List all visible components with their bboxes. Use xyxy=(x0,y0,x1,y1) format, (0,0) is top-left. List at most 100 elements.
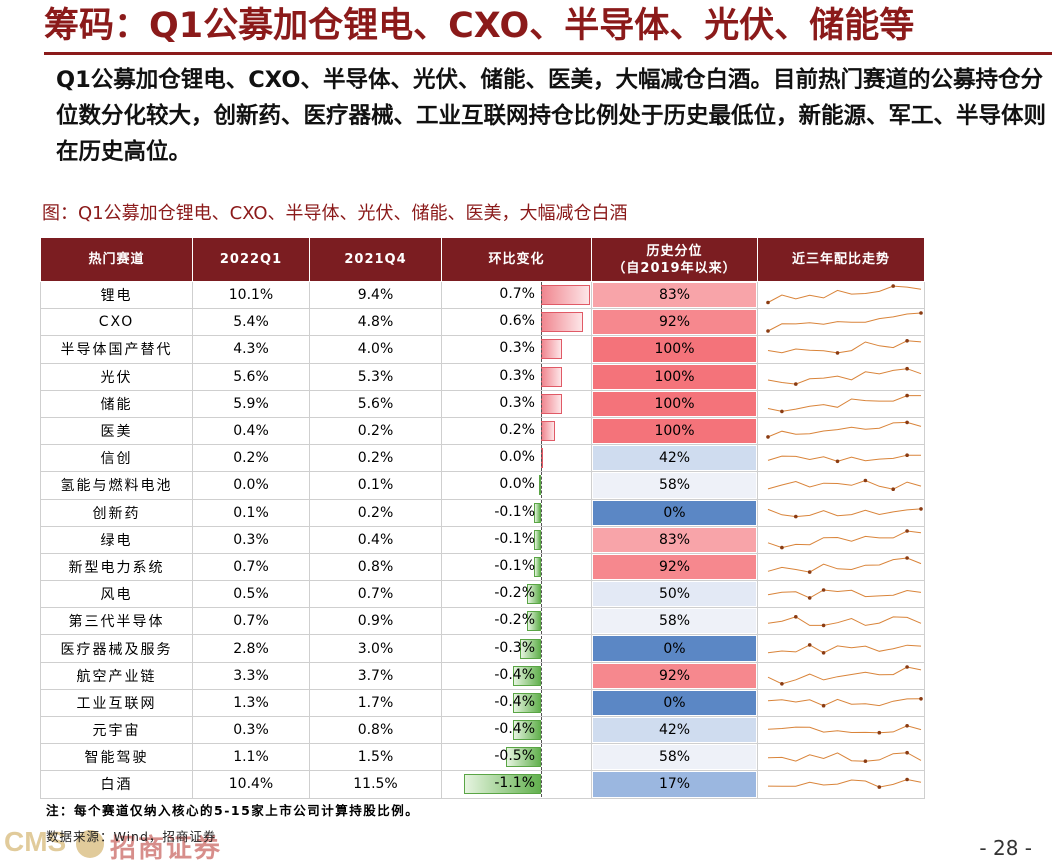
trend-sparkline xyxy=(757,389,925,418)
sparkline-marker xyxy=(905,664,909,669)
sparkline-line xyxy=(767,752,922,762)
percentile-cell: 92% xyxy=(591,552,758,582)
sparkline-marker xyxy=(877,785,882,790)
sparkline-marker xyxy=(877,730,882,735)
sparkline-marker xyxy=(794,514,798,518)
change-bar xyxy=(534,556,541,577)
holding-2021q4: 0.2% xyxy=(309,416,442,446)
percentile-cell: 100% xyxy=(591,335,758,364)
sector-name: 智能驾驶 xyxy=(40,743,193,772)
sparkline-chart xyxy=(767,506,923,518)
sector-name: 医美 xyxy=(40,416,193,446)
change-axis xyxy=(541,662,542,689)
holding-2022q1: 0.7% xyxy=(192,607,310,636)
sparkline-chart xyxy=(766,311,923,334)
logo-name: 招商证券 xyxy=(110,834,223,864)
data-source: 数据来源：Wind，招商证券 xyxy=(46,829,217,844)
sparkline-chart xyxy=(767,366,922,386)
sparkline-chart xyxy=(767,556,922,574)
percentile-value: 83% xyxy=(593,283,756,308)
title-divider xyxy=(44,52,1052,55)
holding-2021q4: 3.0% xyxy=(309,634,442,663)
change-value: 0.0% xyxy=(499,476,535,493)
sparkline-chart xyxy=(767,588,922,600)
holding-2022q1: 1.1% xyxy=(192,743,310,772)
change-axis xyxy=(541,309,542,336)
change-axis xyxy=(541,526,542,553)
sparkline-line xyxy=(767,698,922,707)
sparkline-marker xyxy=(905,556,909,560)
percentile-cell: 0% xyxy=(591,498,758,527)
table-row: 医美 0.4% 0.2% 0.2% 100% xyxy=(40,416,925,446)
sparkline-line xyxy=(767,285,922,304)
holding-2021q4: 0.2% xyxy=(309,444,442,473)
trend-sparkline xyxy=(757,362,925,391)
change-bar xyxy=(506,747,541,768)
table-body: 锂电 10.1% 9.4% 0.7% 83% CXO 5.4% 4.8% 0.6% 92% 半导体国… xyxy=(40,280,925,799)
holding-2022q1: 5.9% xyxy=(192,389,310,418)
change-axis xyxy=(541,689,542,716)
percentile-cell: 42% xyxy=(591,444,758,473)
header-percentile-title: 历史分位 xyxy=(646,243,703,259)
trend-sparkline xyxy=(757,308,925,337)
sparkline-line xyxy=(767,340,922,354)
table-row: 半导体国产替代 4.3% 4.0% 0.3% 100% xyxy=(40,335,925,364)
trend-sparkline xyxy=(757,416,925,446)
sparkline-marker xyxy=(891,487,895,492)
sector-name: 创新药 xyxy=(40,498,193,527)
holding-2021q4: 0.7% xyxy=(309,580,442,609)
change-bar xyxy=(520,638,541,659)
trend-sparkline xyxy=(757,661,925,690)
percentile-value: 58% xyxy=(593,609,756,634)
sparkline-marker xyxy=(807,596,812,600)
logo-emblem-icon xyxy=(76,830,104,858)
holding-2021q4: 0.2% xyxy=(309,498,442,527)
sparkline-chart xyxy=(767,479,922,492)
holding-2021q4: 0.9% xyxy=(309,607,442,636)
percentile-value: 0% xyxy=(593,690,756,715)
table-row: 智能驾驶 1.1% 1.5% -0.5% 58% xyxy=(40,743,925,772)
sector-name: 第三代半导体 xyxy=(40,607,193,636)
holding-2022q1: 0.4% xyxy=(192,416,310,446)
change-cell: -1.1% xyxy=(441,770,592,799)
change-axis xyxy=(541,499,542,526)
sparkline-marker xyxy=(863,479,868,483)
percentile-cell: 92% xyxy=(591,661,758,690)
change-bar xyxy=(534,529,541,550)
percentile-cell: 100% xyxy=(591,389,758,418)
percentile-cell: 0% xyxy=(591,634,758,663)
page-number: - 28 - xyxy=(979,836,1032,860)
sparkline-line xyxy=(767,367,922,385)
holding-2022q1: 5.6% xyxy=(192,362,310,391)
sparkline-marker xyxy=(807,570,812,574)
holding-2021q4: 1.5% xyxy=(309,743,442,772)
change-cell: -0.1% xyxy=(441,525,592,554)
change-axis xyxy=(541,336,542,363)
percentile-value: 42% xyxy=(593,718,756,743)
sparkline-marker xyxy=(780,545,784,550)
table-row: 第三代半导体 0.7% 0.9% -0.2% 58% xyxy=(40,607,925,636)
sparkline-line xyxy=(767,779,922,789)
change-value: 0.3% xyxy=(499,340,535,357)
sparkline-line xyxy=(767,616,922,627)
trend-sparkline xyxy=(757,498,925,527)
change-axis xyxy=(541,717,542,744)
sparkline-chart xyxy=(767,642,922,655)
sparkline-marker xyxy=(905,339,909,344)
change-cell: -0.2% xyxy=(441,607,592,636)
sparkline-marker xyxy=(905,724,909,728)
sparkline-marker xyxy=(794,381,798,386)
percentile-value: 100% xyxy=(593,418,756,444)
percentile-value: 50% xyxy=(593,582,756,607)
sparkline-chart xyxy=(767,528,922,550)
sparkline-line xyxy=(767,589,922,599)
change-bar xyxy=(541,312,583,333)
table-row: 医疗器械及服务 2.8% 3.0% -0.3% 0% xyxy=(40,634,925,663)
percentile-cell: 58% xyxy=(591,743,758,772)
change-axis xyxy=(541,472,542,499)
change-cell: 0.3% xyxy=(441,335,592,364)
table-row: 工业互联网 1.3% 1.7% -0.4% 0% xyxy=(40,688,925,718)
change-bar xyxy=(527,611,541,632)
change-value: -0.2% xyxy=(494,612,535,629)
table-row: 信创 0.2% 0.2% 0.0% 42% xyxy=(40,444,925,473)
